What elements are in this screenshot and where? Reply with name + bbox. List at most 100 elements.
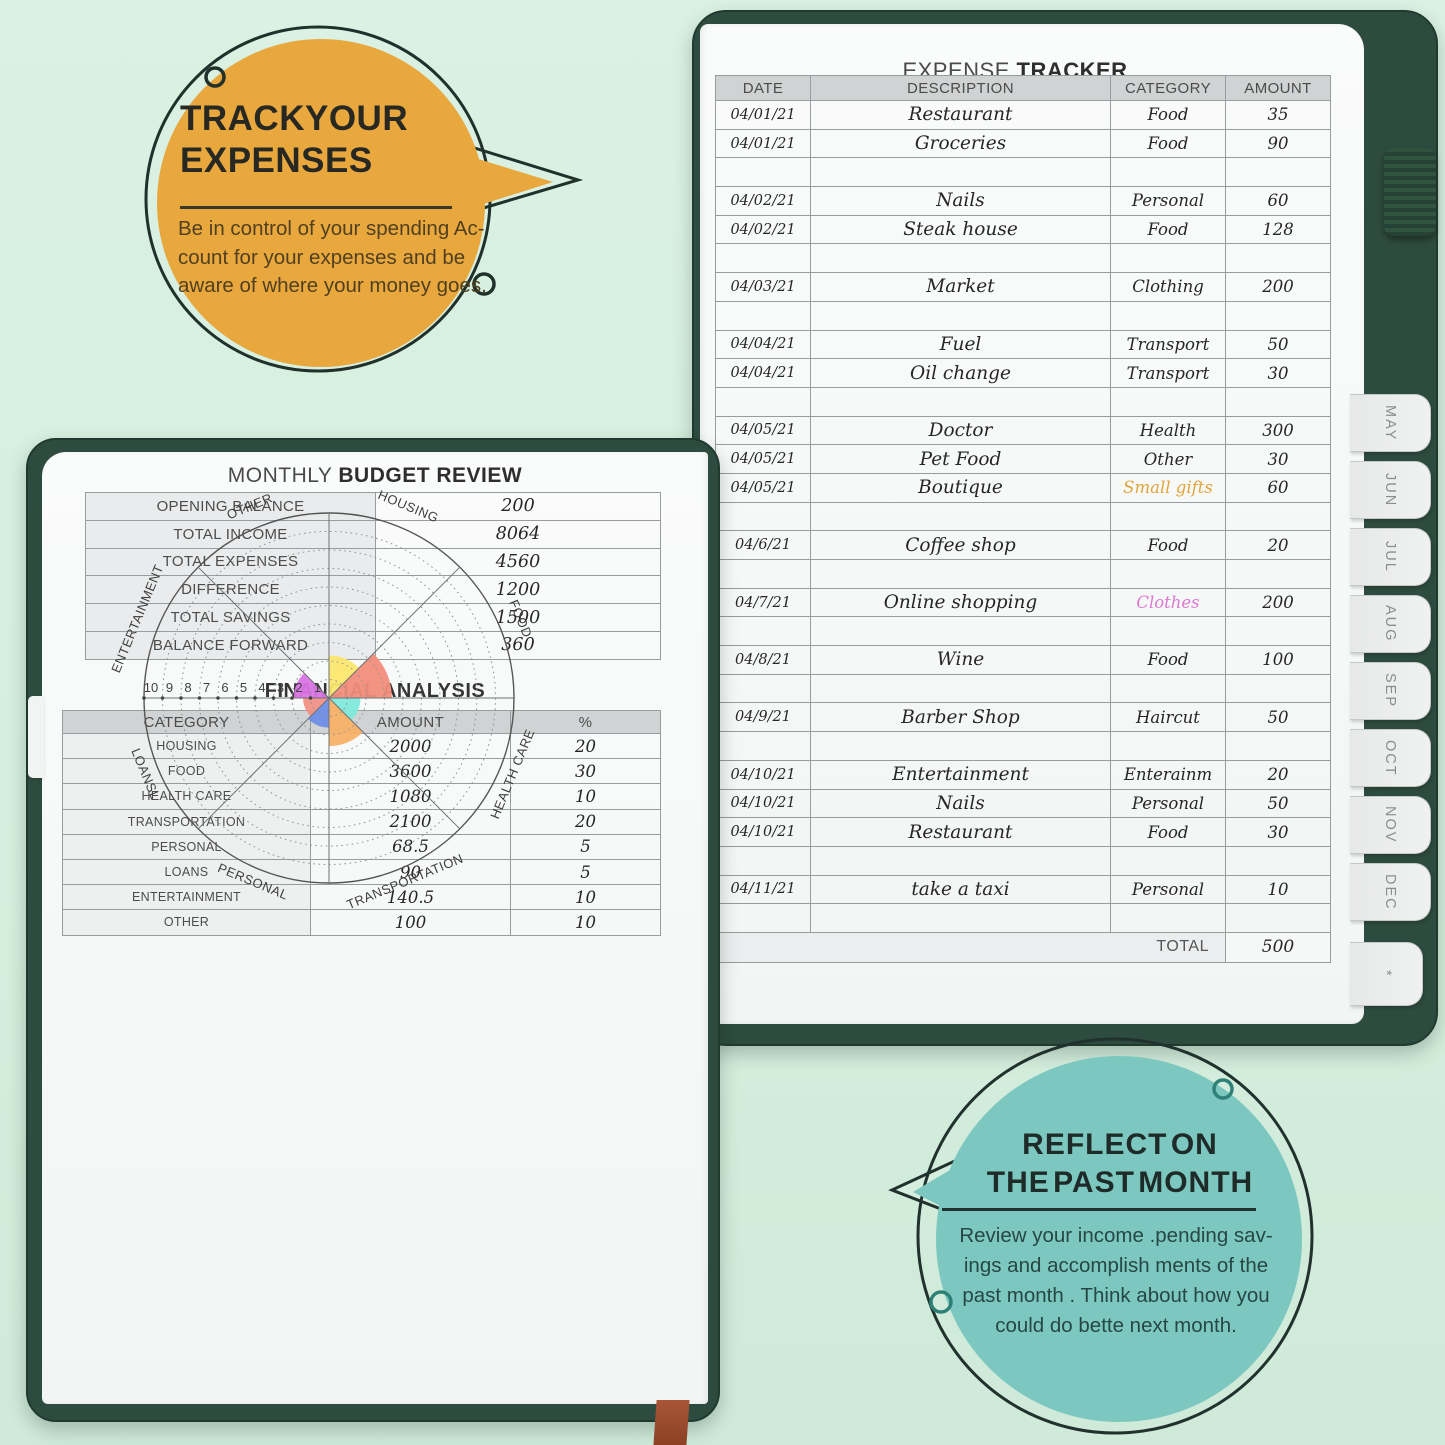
spoke-line <box>197 697 330 830</box>
value-cell: 100 <box>310 909 511 936</box>
table-cell: 04/04/21 <box>715 358 811 388</box>
table-row: 04/8/21 Wine Food 100 <box>715 645 1331 675</box>
table-row: 04/9/21 Barber Shop Haircut 50 <box>715 702 1331 733</box>
month-tab-jun[interactable]: JUN <box>1350 461 1431 519</box>
tick-dot <box>253 696 257 700</box>
table-cell: 90 <box>1225 128 1331 159</box>
table-cell: Food <box>1110 100 1226 130</box>
wedge-housing <box>329 655 360 698</box>
table-row: 04/01/21 Restaurant Food 35 <box>715 100 1331 130</box>
table-row <box>715 300 1331 331</box>
table-cell <box>810 300 1111 331</box>
table-cell: Steak house <box>810 214 1111 245</box>
spending-polar-chart: 10 9 8 7 6 5 4 3 2 1 FOOD HOUSING OTHER ENTERTAINMENT… <box>88 483 568 923</box>
summary-value: 4560 <box>375 547 661 577</box>
budget-review-page: MONTHLY BUDGET REVIEW OPENING BALANCE 200… <box>42 452 708 1404</box>
value-cell: 30 <box>510 758 661 785</box>
table-cell: Barber Shop <box>810 702 1111 733</box>
table-cell <box>1110 731 1226 761</box>
summary-value: 360 <box>375 630 661 660</box>
table-row: 04/05/21 Doctor Health 300 <box>715 415 1331 446</box>
table-cell <box>715 157 811 188</box>
wedge-loansl <box>303 698 329 717</box>
table-cell <box>810 157 1111 188</box>
table-cell <box>715 501 811 532</box>
body-line: aware of where your money goes. <box>178 274 487 298</box>
table-cell <box>1110 300 1226 331</box>
track-bubble-text: TRACKYOUR EXPENSES <box>180 98 500 182</box>
table-cell: 60 <box>1225 186 1331 216</box>
analysis-row: OTHER 100 10 <box>62 909 661 936</box>
wedge-personal <box>308 698 329 728</box>
month-tab-sep[interactable]: SEP <box>1350 662 1431 720</box>
table-header-row: CATEGORY AMOUNT% <box>62 710 661 734</box>
month-tab-label: DEC <box>1382 873 1398 911</box>
table-cell: 50 <box>1225 702 1331 733</box>
table-cell: Clothing <box>1110 272 1226 302</box>
month-tab-may[interactable]: MAY <box>1350 394 1431 452</box>
wedge-transportation <box>329 698 364 747</box>
table-cell: 50 <box>1225 329 1331 360</box>
sector-label-housing: HOUSING <box>376 487 441 525</box>
table-cell: 200 <box>1225 587 1331 618</box>
month-tab-aug[interactable]: AUG <box>1350 595 1431 653</box>
table-cell <box>810 845 1111 876</box>
table-row: 04/05/21 Boutique Small gifts 60 <box>715 472 1331 503</box>
table-cell: Restaurant <box>810 100 1111 130</box>
table-cell: Fuel <box>810 329 1111 360</box>
table-row <box>715 845 1331 876</box>
table-cell <box>810 903 1111 933</box>
month-tab-jul[interactable]: JUL <box>1350 528 1431 586</box>
table-cell: 04/10/21 <box>715 759 811 790</box>
ring-dot-icon <box>1212 1078 1234 1100</box>
table-cell <box>1225 845 1331 876</box>
tick-label: 6 <box>221 680 228 695</box>
summary-label: BALANCE FORWARD <box>85 630 376 660</box>
table-row <box>715 157 1331 188</box>
table-cell: Oil change <box>810 358 1111 388</box>
value-cell: 20 <box>510 732 661 760</box>
table-cell <box>1225 559 1331 589</box>
table-cell: 20 <box>1225 530 1331 560</box>
month-tab-dec[interactable]: DEC <box>1350 863 1431 921</box>
table-cell <box>1110 386 1226 417</box>
table-row: 04/03/21 Market Clothing 200 <box>715 272 1331 302</box>
sector-label-entertainment: ENTERTAINMENT <box>108 562 166 675</box>
table-cell: Transport <box>1110 358 1226 388</box>
table-cell <box>715 616 811 647</box>
table-cell: 04/8/21 <box>715 645 811 675</box>
month-tab-star[interactable]: * <box>1350 942 1423 1006</box>
table-cell <box>715 300 811 331</box>
month-tab-label: * <box>1378 970 1394 978</box>
table-cell: 30 <box>1225 444 1331 474</box>
tick-label: 5 <box>240 680 247 695</box>
column-header: AMOUNT <box>1225 75 1331 101</box>
table-cell: Wine <box>810 645 1111 675</box>
table-cell: Market <box>810 272 1111 302</box>
tick-dot <box>179 696 183 700</box>
table-cell <box>1225 501 1331 532</box>
table-cell <box>810 731 1111 761</box>
table-cell: 20 <box>1225 759 1331 790</box>
analysis-row: ENTERTAINMENT 140.5 10 <box>62 884 661 911</box>
pen-loop <box>1384 148 1436 236</box>
table-cell: Food <box>1110 214 1226 245</box>
table-cell: Nails <box>810 186 1111 216</box>
table-cell <box>1110 243 1226 274</box>
month-tab-oct[interactable]: OCT <box>1350 729 1431 787</box>
table-cell <box>1110 501 1226 532</box>
spoke-line <box>197 566 330 699</box>
bookmark-ribbon <box>653 1400 690 1445</box>
table-cell: Pet Food <box>810 444 1111 474</box>
table-cell <box>1110 903 1226 933</box>
month-tab-nov[interactable]: NOV <box>1350 796 1431 854</box>
table-cell: Small gifts <box>1110 472 1226 503</box>
table-cell <box>1225 616 1331 647</box>
analysis-row: LOANS 90 5 <box>62 858 661 886</box>
table-cell: Clothes <box>1110 587 1226 618</box>
table-cell: Health <box>1110 415 1226 446</box>
table-cell <box>810 559 1111 589</box>
reflect-bubble-divider <box>942 1208 1256 1211</box>
table-cell <box>1225 673 1331 704</box>
table-cell: Personal <box>1110 186 1226 216</box>
